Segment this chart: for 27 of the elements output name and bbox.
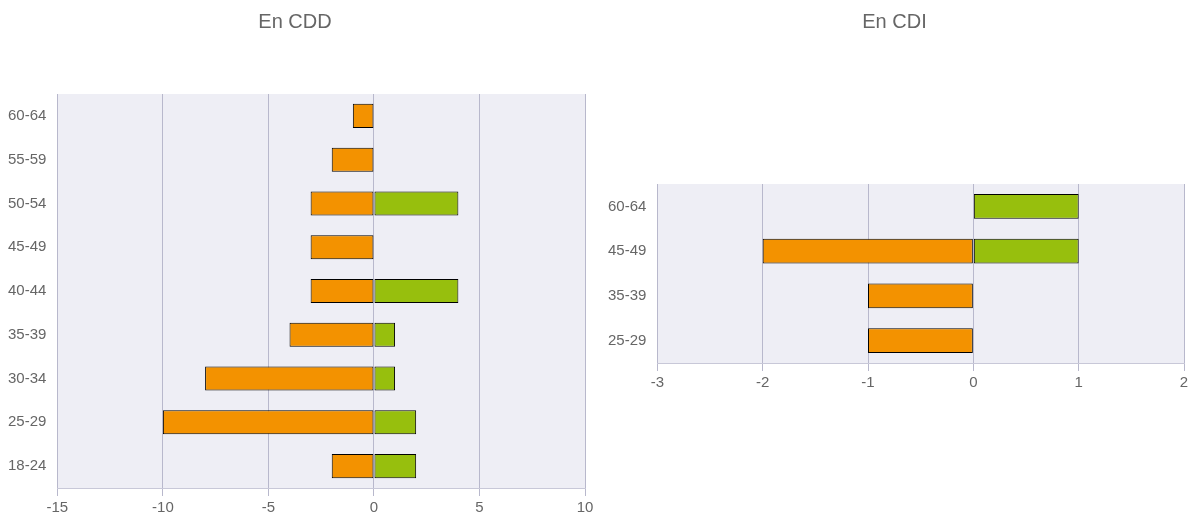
- x-tick-label: -2: [756, 373, 770, 391]
- y-tick-label: 35-39: [607, 286, 647, 304]
- y-tick-label: 60-64: [607, 196, 647, 214]
- y-tick-label: 45-49: [7, 237, 47, 255]
- y-tick-label: 25-29: [7, 412, 47, 430]
- y-tick-label: 55-59: [7, 149, 47, 167]
- y-tick-label: 50-54: [7, 193, 47, 211]
- x-tick-label: -1: [861, 373, 875, 391]
- y-tick-label: 40-44: [7, 281, 47, 299]
- x-tick-label: -5: [261, 498, 276, 516]
- y-tick-label: 18-24: [7, 456, 47, 474]
- x-tick-label: -3: [650, 373, 665, 391]
- chart-title: En CDD: [258, 9, 332, 32]
- y-tick-label: 35-39: [7, 324, 47, 342]
- x-tick-label: -10: [152, 498, 174, 516]
- x-tick-label: 10: [576, 498, 594, 516]
- y-tick-label: 60-64: [7, 106, 47, 124]
- x-tick-label: 1: [1074, 373, 1083, 391]
- x-tick-label: 5: [475, 498, 484, 516]
- chart-title: En CDI: [862, 9, 927, 32]
- x-tick-label: 0: [369, 498, 379, 516]
- x-tick-label: -15: [46, 498, 69, 516]
- y-tick-label: 45-49: [607, 241, 647, 259]
- x-tick-label: 2: [1179, 373, 1189, 391]
- y-tick-label: 30-34: [7, 368, 47, 386]
- y-tick-label: 25-29: [607, 330, 647, 348]
- x-tick-label: 0: [969, 373, 978, 391]
